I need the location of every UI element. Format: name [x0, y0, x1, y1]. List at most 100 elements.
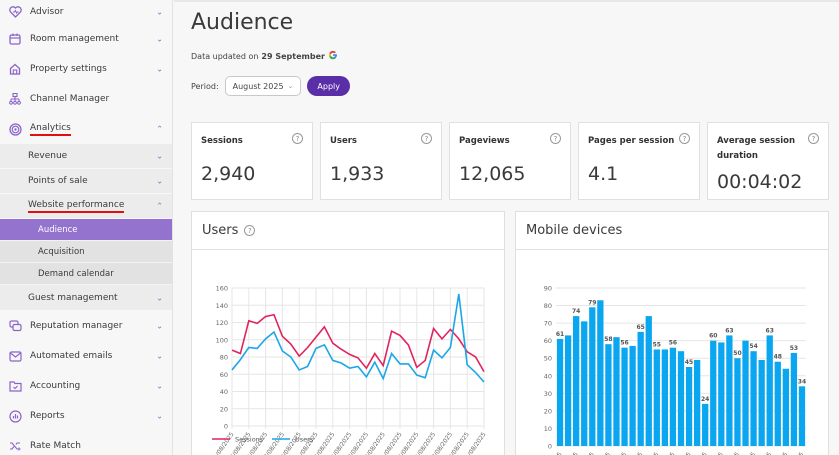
bar	[661, 349, 669, 446]
sidebar-item-accounting[interactable]: Accounting ⌄	[0, 371, 172, 401]
chevron-down-icon: ⌄	[156, 7, 163, 17]
page-title: Audience	[191, 10, 294, 35]
legend-label: Users	[295, 436, 314, 444]
chevron-down-icon: ⌄	[156, 293, 163, 302]
help-icon[interactable]: ?	[421, 133, 432, 144]
bar	[710, 340, 717, 446]
y-tick-label: 80	[220, 354, 228, 362]
sidebar-item-label: Reputation manager	[30, 321, 123, 331]
bar	[702, 403, 709, 446]
sidebar-item-label: Channel Manager	[30, 94, 110, 104]
help-icon[interactable]: ?	[244, 225, 256, 236]
bar	[597, 300, 604, 446]
sidebar-item-acquisition[interactable]: Acquisition	[0, 241, 172, 263]
users-line-chart: 02040608010012014016001/08/202503/08/202…	[210, 285, 488, 455]
chevron-down-icon: ⌄	[156, 34, 163, 44]
bar	[774, 361, 781, 446]
bar	[742, 340, 749, 446]
bar	[605, 344, 612, 446]
sidebar-item-demand-calendar[interactable]: Demand calendar	[0, 263, 172, 285]
chevron-down-icon: ⌄	[156, 321, 163, 331]
chevron-up-icon: ⌃	[156, 201, 163, 211]
metric-label: Pageviews	[459, 136, 510, 146]
sidebar-item-label: Automated emails	[30, 351, 113, 361]
y-tick-label: 70	[544, 320, 552, 328]
bar	[726, 335, 733, 446]
y-tick-label: 140	[216, 302, 228, 310]
panel-title: Mobile devices	[526, 223, 623, 238]
mobile-devices-bar-chart: 0 10 20 30 40 50 60 70 80 90 61 74 79 58 56 65 55 56 45 24 6…	[538, 285, 806, 455]
period-select[interactable]: August 2025 ⌄	[224, 76, 302, 96]
metric-value: 12,065	[459, 163, 526, 185]
sidebar-item-property-settings[interactable]: Property settings ⌄	[0, 54, 172, 84]
data-label: 50	[733, 350, 741, 357]
y-tick-label: 10	[544, 425, 552, 433]
panel-header: Mobile devices	[516, 212, 828, 250]
period-value: August 2025	[232, 81, 284, 91]
sidebar-item-label: Reports	[30, 411, 65, 421]
sidebar-item-room-management[interactable]: Room management ⌄	[0, 24, 172, 54]
sidebar-item-label: Accounting	[30, 381, 81, 391]
users-panel: Users ? 0 20 40 60 80 100 120 140 160 01/08/2025 0…	[191, 211, 505, 455]
metric-value: 4.1	[588, 163, 619, 185]
help-icon[interactable]: ?	[679, 133, 690, 144]
bar	[573, 316, 580, 446]
heart-pulse-icon	[8, 5, 22, 19]
sidebar-item-rate-match[interactable]: Rate Match	[0, 431, 172, 455]
google-icon	[328, 50, 338, 63]
help-icon[interactable]: ?	[550, 133, 561, 144]
y-tick-label: 20	[544, 407, 552, 415]
sidebar-item-reports[interactable]: Reports ⌄	[0, 401, 172, 431]
chart-circle-icon	[8, 409, 22, 423]
legend-label: Sessions	[235, 436, 264, 444]
y-tick-label: 30	[544, 390, 552, 398]
data-label: 79	[588, 299, 596, 306]
sidebar-item-analytics[interactable]: Analytics ⌃	[0, 114, 172, 144]
folder-check-icon	[8, 379, 22, 393]
data-label: 45	[685, 359, 693, 366]
sidebar-item-label: Guest management	[28, 292, 118, 303]
panel-header: Users ?	[192, 212, 504, 250]
bar	[564, 335, 572, 446]
y-tick-label: 40	[220, 388, 228, 396]
data-label: 63	[725, 327, 733, 334]
data-updated: Data updated on 29 September	[191, 50, 338, 63]
metric-label: Average session duration	[717, 136, 796, 161]
sidebar-item-points-of-sale[interactable]: Points of sale ⌄	[0, 169, 172, 194]
sidebar-item-label: Property settings	[30, 64, 107, 74]
sidebar-item-audience[interactable]: Audience	[0, 219, 172, 241]
data-label: 65	[636, 324, 644, 331]
website-performance-submenu: Audience Acquisition Demand calendar	[0, 219, 172, 285]
help-icon[interactable]: ?	[808, 133, 819, 144]
apply-button[interactable]: Apply	[307, 76, 351, 96]
panel-title: Users	[202, 223, 239, 238]
bar	[766, 335, 773, 446]
y-tick-label: 20	[220, 405, 228, 413]
metric-value: 00:04:02	[717, 171, 803, 193]
sidebar-item-reputation-manager[interactable]: Reputation manager ⌄	[0, 311, 172, 341]
help-icon[interactable]: ?	[292, 133, 303, 144]
bar	[798, 386, 806, 446]
sidebar-item-advisor[interactable]: Advisor ⌄	[0, 0, 172, 24]
data-label: 48	[774, 354, 782, 361]
sidebar-item-label: Demand calendar	[38, 268, 114, 279]
bar	[637, 331, 644, 446]
bar	[581, 321, 588, 446]
sidebar-item-guest-management[interactable]: Guest management ⌄	[0, 285, 172, 311]
period-selector: Period: August 2025 ⌄ Apply	[191, 76, 351, 96]
chat-icon	[8, 319, 22, 333]
bar	[629, 345, 636, 446]
metric-value: 2,940	[201, 163, 256, 185]
y-tick-label: 40	[544, 372, 552, 380]
sidebar-item-automated-emails[interactable]: Automated emails ⌄	[0, 341, 172, 371]
shuffle-icon	[8, 439, 22, 453]
main-content: Audience Data updated on 29 September Pe…	[174, 0, 839, 455]
sidebar-item-label: Rate Match	[30, 441, 81, 451]
sidebar-item-website-performance[interactable]: Website performance ⌃	[0, 194, 172, 219]
data-label: 34	[798, 378, 806, 385]
sidebar-item-channel-manager[interactable]: Channel Manager	[0, 84, 172, 114]
y-tick-label: 0	[224, 423, 228, 431]
mail-icon	[8, 349, 22, 363]
sidebar-item-revenue[interactable]: Revenue ⌄	[0, 144, 172, 169]
bar	[589, 307, 596, 446]
